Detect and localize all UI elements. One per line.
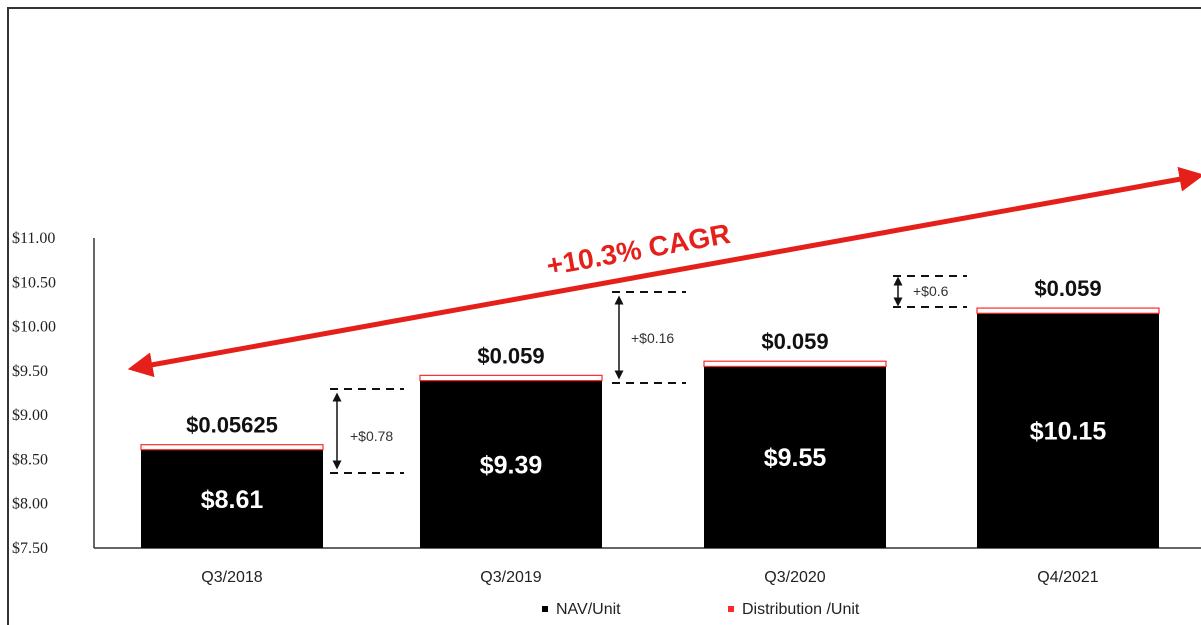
nav-bar xyxy=(420,380,602,548)
bars-layer xyxy=(140,307,1160,548)
legend: NAV/Unit Distribution /Unit xyxy=(542,601,860,618)
y-tick-label: $9.00 xyxy=(12,407,48,424)
y-tick-label: $8.00 xyxy=(12,496,48,513)
y-tick-labels: $7.50 $8.00 $8.50 $9.00 $9.50 $10.00 $10.50 $11… xyxy=(12,230,56,557)
distribution-bar xyxy=(976,307,1160,314)
distribution-value-label: $0.059 xyxy=(1034,276,1101,301)
y-tick-label: $7.50 xyxy=(12,540,48,557)
nav-value-label: $9.55 xyxy=(764,444,827,472)
nav-bar xyxy=(141,449,323,548)
increment-bracket-1: +$0.78 xyxy=(330,388,404,474)
x-category-label: Q3/2018 xyxy=(201,569,262,586)
y-tick-label: $11.00 xyxy=(12,230,55,247)
y-tick-label: $10.00 xyxy=(12,319,56,336)
distribution-value-label: $0.05625 xyxy=(186,413,278,438)
distribution-bar xyxy=(419,374,603,382)
distribution-value-label: $0.059 xyxy=(477,343,544,368)
cagr-arrow xyxy=(127,166,1201,378)
x-category-label: Q3/2019 xyxy=(480,569,541,586)
distribution-value-label: $0.059 xyxy=(761,329,828,354)
increment-label-2: +$0.16 xyxy=(631,330,674,346)
y-tick-label: $8.50 xyxy=(12,451,48,468)
labels-layer: $8.61 $0.05625 Q3/2018 $9.39 $0.059 Q3/2019 $9… xyxy=(186,276,1106,586)
increment-bracket-3: +$0.6 xyxy=(893,275,967,308)
distribution-bar xyxy=(703,360,887,368)
chart-border xyxy=(7,7,1201,625)
increment-bracket-2: +$0.16 xyxy=(612,291,686,384)
nav-value-label: $10.15 xyxy=(1030,418,1107,446)
x-category-label: Q4/2021 xyxy=(1037,569,1098,586)
distribution-bar xyxy=(140,444,324,451)
nav-value-label: $9.39 xyxy=(480,451,543,479)
nav-bar xyxy=(704,366,886,548)
nav-value-label: $8.61 xyxy=(201,486,264,514)
increment-label-1: +$0.78 xyxy=(350,428,393,444)
cagr-label: +10.3% CAGR xyxy=(544,218,733,281)
legend-label-nav: NAV/Unit xyxy=(556,601,621,618)
legend-marker-nav xyxy=(542,606,548,612)
legend-marker-distribution xyxy=(728,606,734,612)
legend-label-distribution: Distribution /Unit xyxy=(742,601,860,618)
y-tick-label: $9.50 xyxy=(12,363,48,380)
increment-label-3: +$0.6 xyxy=(913,283,949,299)
x-category-label: Q3/2020 xyxy=(764,569,825,586)
y-tick-label: $10.50 xyxy=(12,274,56,291)
